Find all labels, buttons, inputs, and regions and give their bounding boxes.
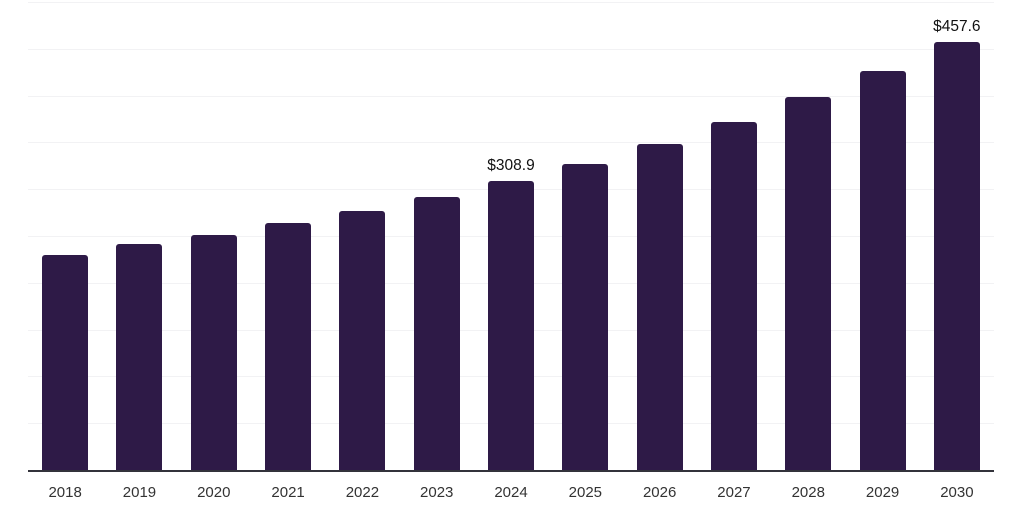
bar-2020: [190, 235, 237, 470]
x-tick-label-2030: 2030: [940, 484, 974, 501]
bar-2019: [116, 243, 163, 470]
gridline: [28, 48, 994, 50]
x-tick-label-2028: 2028: [791, 484, 825, 501]
x-tick-label-2025: 2025: [568, 484, 603, 501]
x-tick-label-2029: 2029: [865, 484, 900, 501]
x-tick-label-2023: 2023: [420, 484, 454, 501]
x-axis-labels: 2018 2019 2020 2021 2022 2023 2024 2025 2026 2027…: [28, 483, 994, 502]
gridline: [28, 95, 994, 97]
bar-2029: [859, 70, 906, 470]
bar-2027: [710, 122, 757, 470]
bar-2028: [785, 97, 832, 470]
bar-2024: [488, 180, 534, 470]
x-tick-label-2021: 2021: [271, 484, 305, 501]
bar-2021: [265, 223, 312, 470]
x-tick-label-2027: 2027: [717, 484, 751, 501]
bar-value-label-2024: $308.9: [487, 156, 535, 174]
bar-2030: [933, 41, 980, 470]
gridline: [28, 142, 994, 144]
bar-2023: [413, 197, 460, 470]
x-tick-label-2022: 2022: [345, 484, 380, 501]
plot-area: $308.9 $457.6: [28, 0, 994, 470]
x-tick-label-2019: 2019: [122, 484, 157, 501]
bar-2025: [562, 163, 609, 470]
bar-value-label-2030: $457.6: [933, 17, 981, 35]
bar-2022: [339, 211, 386, 470]
gridline: [28, 1, 994, 3]
x-tick-label-2026: 2026: [642, 484, 677, 501]
bar-2026: [636, 143, 683, 470]
x-axis-line: [28, 470, 994, 472]
bar-2018: [42, 254, 89, 470]
x-tick-label-2018: 2018: [48, 484, 82, 501]
x-tick-label-2020: 2020: [197, 484, 231, 501]
x-tick-label-2024: 2024: [494, 484, 528, 501]
